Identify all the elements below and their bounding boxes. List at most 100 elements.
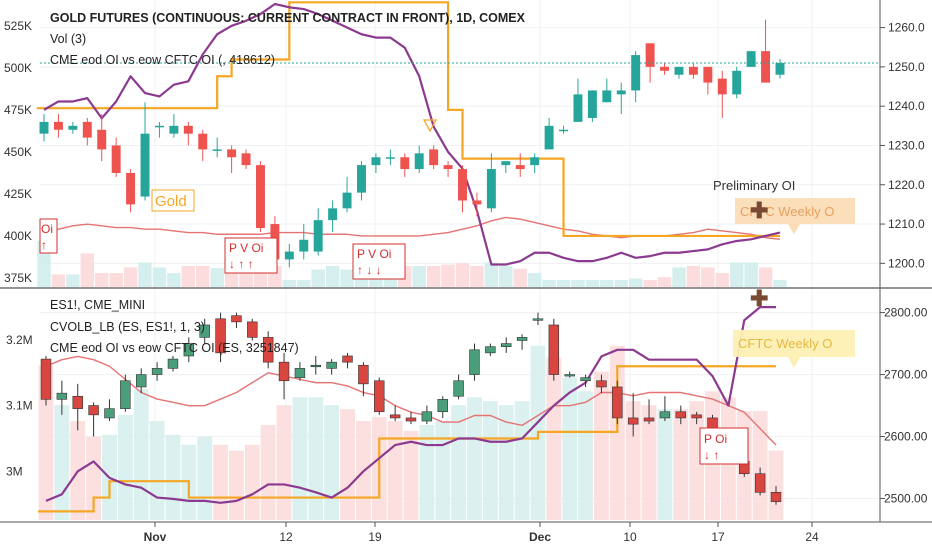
cftc-weekly-box-bottom[interactable]	[733, 330, 855, 357]
top-candle-body	[515, 165, 525, 170]
bottom-volume-bar	[451, 405, 467, 520]
legend-vol[interactable]: Vol (3)	[50, 32, 87, 46]
top-volume-bar	[95, 273, 109, 287]
top-candle-body	[212, 149, 222, 151]
bottom-volume-bar	[752, 411, 768, 520]
bottom-volume-bar	[673, 409, 689, 520]
bottom-candle-body	[88, 405, 99, 416]
top-candle-body	[775, 62, 785, 75]
bottom-candle-body	[405, 417, 417, 422]
top-candle-body	[559, 129, 569, 132]
badge-poi-bottom	[699, 427, 749, 465]
top-candle-body	[400, 157, 410, 170]
top-volume-bar	[744, 262, 758, 287]
top-candle-body	[357, 165, 366, 193]
crosshair-plus-icon-bottom[interactable]: ✚	[750, 286, 768, 311]
badge-pvoi-2-bottom: ↑ ↓ ↓	[357, 263, 382, 277]
top-volume-bar	[527, 273, 542, 287]
legend-cvolb[interactable]: CVOLB_LB (ES, ES1!, 1, 3)	[50, 320, 205, 334]
top-candle-body	[573, 94, 583, 122]
top-volume-bar	[196, 266, 210, 287]
bottom-volume-bar	[213, 444, 228, 520]
bottom-candle-body	[374, 380, 385, 413]
bottom-volume-bar	[276, 405, 292, 520]
top-left-tick: 450K	[4, 145, 32, 159]
bottom-candle-body	[231, 315, 242, 323]
top-candle-body	[645, 43, 655, 67]
top-candle-body	[486, 169, 496, 209]
bottom-candle-body	[754, 473, 766, 493]
top-volume-bar	[426, 266, 441, 287]
top-volume-bar	[542, 280, 556, 287]
bottom-candle-body	[485, 346, 496, 354]
bottom-right-tick: 2800.00	[884, 306, 928, 320]
bottom-left-tick: 3.2M	[6, 333, 33, 347]
bottom-candle-body	[389, 414, 401, 419]
top-volume-bar	[138, 262, 152, 287]
top-candle-body	[284, 251, 294, 260]
bottom-volume-bar	[514, 401, 530, 520]
top-right-tick: 1230.0	[888, 138, 925, 152]
top-volume-bar	[701, 267, 715, 287]
cftc-weekly-box-top[interactable]	[735, 198, 855, 224]
x-axis-label: 24	[805, 530, 819, 544]
bottom-candle-body	[675, 411, 687, 419]
bottom-candle-body	[342, 355, 353, 363]
bottom-volume-bar	[117, 415, 133, 520]
top-volume-bar	[686, 266, 701, 287]
top-volume-bar	[282, 280, 297, 287]
bottom-candle-body	[278, 361, 290, 382]
bottom-volume-bar	[292, 397, 308, 520]
x-axis-labels: Nov 12 19 Dec 10 17 24	[144, 522, 819, 544]
top-candle-body	[39, 121, 49, 134]
bottom-candle-body	[532, 318, 544, 321]
badge-pvoi-2-top: P V Oi	[357, 247, 391, 261]
top-right-tick: 1250.0	[888, 60, 925, 74]
top-candle-body	[313, 220, 323, 252]
top-candle-body	[414, 153, 424, 170]
bottom-candle-body	[548, 324, 560, 375]
bottom-volume-bar	[229, 450, 244, 520]
top-candle-body	[501, 161, 511, 166]
x-axis-label: 17	[711, 530, 725, 544]
top-candle-body	[342, 192, 352, 209]
top-volume-bar	[181, 266, 196, 287]
top-candle-body	[472, 200, 482, 205]
bottom-candle-body	[72, 395, 83, 409]
bottom-candle-body	[262, 337, 274, 363]
bottom-candle-body	[596, 380, 607, 388]
bottom-volume-bar	[403, 430, 419, 520]
bottom-candle-body	[120, 380, 131, 409]
bottom-volume-bar	[54, 405, 70, 520]
top-volume-bar	[297, 280, 311, 287]
marker-triangle-icon	[422, 119, 438, 133]
top-candle-body	[126, 172, 136, 205]
top-left-tick: 500K	[4, 61, 32, 75]
top-candle-body	[631, 55, 641, 91]
top-volume-bar	[340, 269, 354, 287]
bottom-volume-bar	[260, 424, 276, 520]
top-candle-body	[443, 165, 453, 170]
x-axis-label: 12	[279, 530, 293, 544]
top-candle-body	[761, 51, 771, 83]
bottom-candle-body	[56, 392, 68, 400]
cftc-pointer-top	[788, 224, 800, 234]
top-volume-bar	[715, 273, 729, 287]
top-candle-body	[183, 125, 193, 134]
axis-ticks: 525K 500K 475K 450K 425K 400K 375K 1260.0 1250.0…	[4, 19, 928, 506]
top-volume-bar	[167, 273, 181, 287]
crosshair-plus-icon-top[interactable]: ✚	[750, 198, 768, 223]
legend-oi-top[interactable]: CME eod OI vs eow CFTC OI (, 418612)	[50, 53, 276, 67]
bottom-left-tick: 3.1M	[6, 399, 33, 413]
bottom-volume-bar	[435, 421, 451, 520]
top-candle-body	[227, 149, 237, 158]
legend-oi-bottom[interactable]: CME eod OI vs eow CFTC OI (ES, 3251847)	[50, 341, 299, 355]
bottom-candle-body	[643, 417, 655, 422]
legend-es-symbol[interactable]: ES1!, CME_MINI	[50, 298, 146, 312]
bottom-candle-body	[516, 337, 528, 341]
bottom-volume-bar	[657, 409, 673, 520]
bottom-volume-bar	[578, 391, 593, 520]
top-volume-bar	[311, 269, 325, 287]
bottom-volume-bar	[340, 409, 355, 520]
